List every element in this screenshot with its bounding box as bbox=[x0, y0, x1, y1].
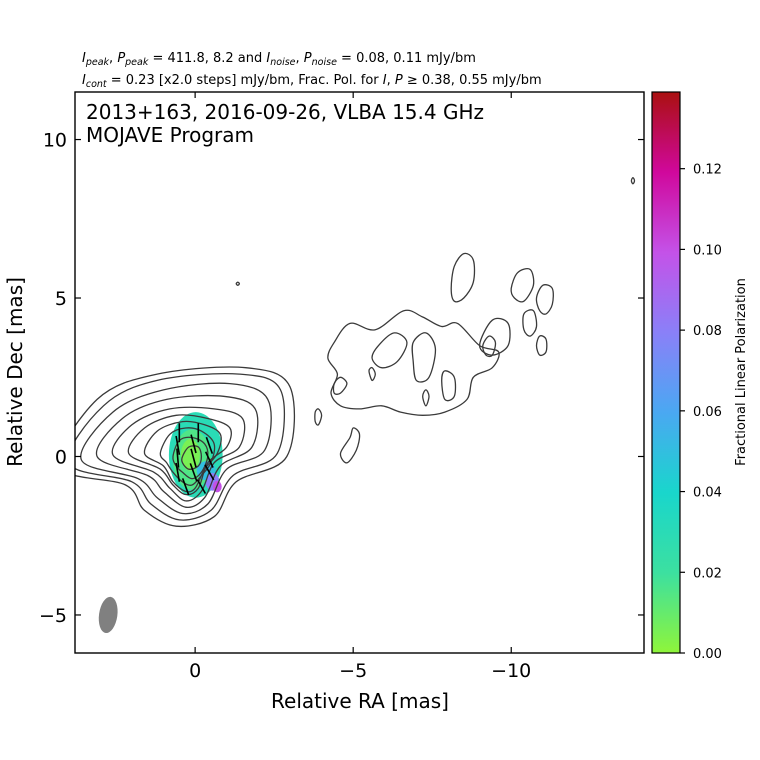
evpa-vector bbox=[196, 479, 207, 494]
header-line-2: Icont = 0.23 [x2.0 steps] mJy/bm, Frac. … bbox=[82, 73, 542, 90]
contour-line bbox=[181, 445, 203, 470]
evpa-vector bbox=[190, 434, 197, 454]
contour-line bbox=[314, 408, 323, 426]
contour-line bbox=[478, 317, 511, 356]
colorbar-tick-label: 0.02 bbox=[693, 566, 722, 581]
evpa-vector bbox=[204, 464, 215, 481]
contour-line bbox=[235, 281, 241, 286]
evpa-vector bbox=[204, 451, 214, 468]
evpa-vector bbox=[181, 478, 190, 496]
contour-line bbox=[339, 427, 361, 464]
evpa-vector bbox=[205, 436, 214, 454]
plot-area bbox=[75, 176, 636, 634]
evpa-vector bbox=[175, 435, 181, 455]
x-tick-label: −5 bbox=[339, 660, 367, 682]
evpa-vector bbox=[176, 448, 180, 468]
contour-line bbox=[535, 284, 554, 315]
plot-title-line-1: 2013+163, 2016-09-26, VLBA 15.4 GHz bbox=[86, 100, 484, 124]
plot-frame bbox=[74, 91, 645, 654]
plot-title-line-2: MOJAVE Program bbox=[86, 123, 254, 147]
contour-line bbox=[411, 332, 437, 383]
contour-line bbox=[75, 366, 296, 528]
y-tick-label: 0 bbox=[55, 446, 67, 468]
stokes-i-contours bbox=[75, 176, 636, 528]
colorbar-label: Fractional Linear Polarization bbox=[734, 278, 749, 466]
evpa-vectors bbox=[175, 423, 215, 496]
evpa-vector bbox=[190, 448, 197, 468]
y-axis-label: Relative Dec [mas] bbox=[3, 277, 27, 467]
evpa-vector bbox=[175, 462, 181, 482]
contour-line bbox=[159, 427, 216, 486]
colorbar-ticks: 0.00 0.02 0.04 0.06 0.08 0.10 0.12 bbox=[680, 163, 722, 662]
colorbar bbox=[651, 91, 681, 654]
contour-line bbox=[630, 176, 636, 185]
contour-line bbox=[535, 335, 548, 357]
x-tick-label: 0 bbox=[189, 660, 201, 682]
contour-line bbox=[95, 394, 259, 509]
contour-line bbox=[510, 268, 535, 303]
contour-line bbox=[482, 335, 497, 358]
axis-ticks: 0 −5 −10 −5 0 5 10 bbox=[39, 92, 644, 682]
colorbar-tick-label: 0.06 bbox=[693, 405, 722, 420]
x-axis-label: Relative RA [mas] bbox=[271, 689, 449, 713]
evpa-vector bbox=[189, 463, 198, 482]
y-tick-label: −5 bbox=[39, 605, 67, 627]
header-line-1: Ipeak, Ppeak = 411.8, 8.2 and Inoise, Pn… bbox=[82, 51, 476, 68]
colorbar-tick-label: 0.12 bbox=[693, 163, 722, 178]
y-tick-label: 10 bbox=[43, 130, 67, 152]
contour-line bbox=[522, 309, 538, 337]
contour-line bbox=[441, 370, 457, 402]
colorbar-tick-label: 0.10 bbox=[693, 243, 722, 258]
colorbar-tick-label: 0.08 bbox=[693, 324, 722, 339]
contour-line bbox=[127, 414, 232, 496]
contour-line bbox=[422, 389, 430, 407]
colorbar-tick-label: 0.00 bbox=[693, 647, 722, 662]
beam-ellipse bbox=[98, 596, 118, 634]
y-tick-label: 5 bbox=[55, 288, 67, 310]
contour-line bbox=[111, 406, 246, 502]
contour-line bbox=[368, 366, 376, 382]
contour-line bbox=[450, 252, 476, 303]
x-tick-label: −10 bbox=[491, 660, 531, 682]
contour-line bbox=[75, 372, 286, 521]
contour-line bbox=[371, 332, 408, 369]
contour-line bbox=[332, 376, 348, 395]
colorbar-tick-label: 0.04 bbox=[693, 486, 722, 501]
contour-line bbox=[80, 382, 272, 515]
contour-line bbox=[327, 309, 500, 416]
